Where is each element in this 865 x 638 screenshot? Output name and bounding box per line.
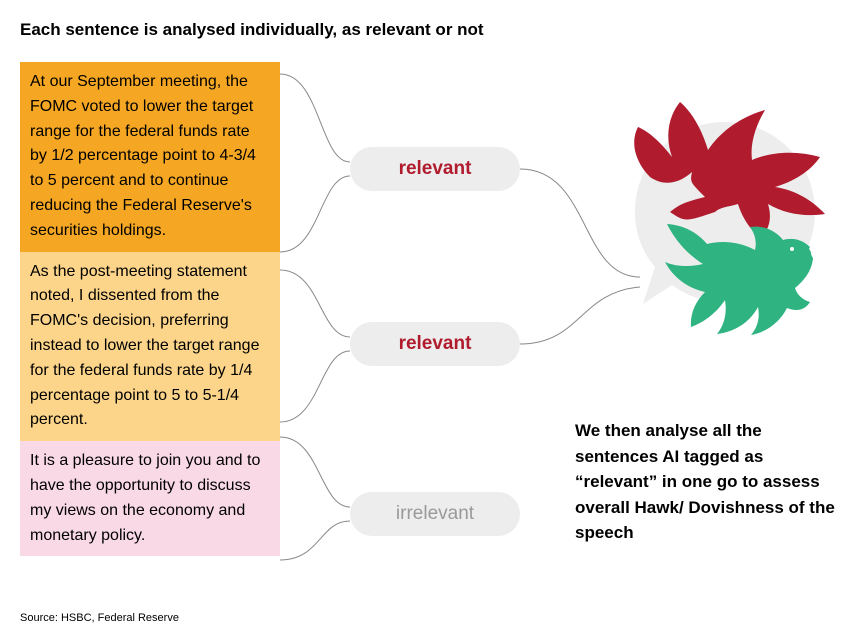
tag-irrelevant: irrelevant — [350, 492, 520, 536]
source-label: Source: HSBC, Federal Reserve — [20, 612, 179, 624]
hawk-icon — [620, 82, 830, 237]
sentence-3: It is a pleasure to join you and to have… — [20, 441, 280, 556]
diagram-content: At our September meeting, the FOMC voted… — [20, 62, 845, 622]
sentence-1: At our September meeting, the FOMC voted… — [20, 62, 280, 252]
page-title: Each sentence is analysed individually, … — [20, 20, 845, 40]
tag-relevant-2: relevant — [350, 322, 520, 366]
tag-relevant-1: relevant — [350, 147, 520, 191]
sentence-column: At our September meeting, the FOMC voted… — [20, 62, 280, 556]
sentence-2: As the post-meeting statement noted, I d… — [20, 252, 280, 442]
dove-icon — [655, 222, 815, 342]
birds-illustration — [615, 82, 835, 342]
explanation-text: We then analyse all the sentences AI tag… — [575, 418, 835, 546]
